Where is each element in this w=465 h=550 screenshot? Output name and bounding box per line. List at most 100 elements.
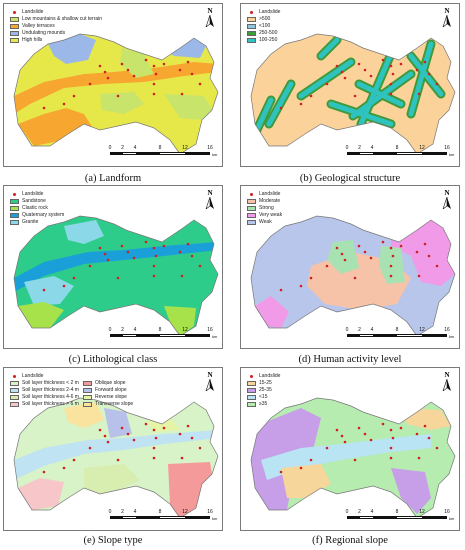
landslide-point	[72, 276, 76, 280]
landslide-point	[152, 82, 156, 86]
landslide-point	[415, 432, 419, 436]
landslide-point	[399, 244, 403, 248]
landslide-point	[132, 74, 136, 78]
landslide-marker-icon	[250, 11, 253, 14]
landslide-point	[198, 82, 202, 86]
map-legend: Landslide 15-25 25-35 <15 ≥35	[247, 373, 280, 408]
slope-type-map-panel: Landslide Soil layer thickness < 2 m Obl…	[3, 367, 223, 531]
landslide-point	[279, 288, 283, 292]
landslide-point	[369, 256, 373, 260]
legend-label: Moderate	[259, 198, 281, 204]
legend-label: Low mountains & shallow cut terrain	[22, 16, 103, 22]
landslide-point	[325, 264, 329, 268]
landslide-point	[391, 436, 395, 440]
landslide-point	[309, 94, 313, 98]
landform-map-panel: Landslide Low mountains & shallow cut te…	[3, 3, 223, 167]
landslide-point	[279, 470, 283, 474]
landslide-point	[299, 102, 303, 106]
landslide-point	[299, 466, 303, 470]
landslide-point	[116, 458, 120, 462]
landslide-point	[363, 68, 367, 72]
scale-bar: 0 2 4 8 12 16 km	[108, 509, 218, 521]
landslide-point	[180, 274, 184, 278]
landslide-point	[152, 274, 156, 278]
landslide-point	[335, 64, 339, 68]
legend-label: Soil layer thickness 2-4 m	[22, 387, 79, 393]
landslide-point	[62, 284, 66, 288]
landslide-point	[415, 68, 419, 72]
legend-swatch	[10, 38, 19, 43]
landslide-point	[325, 446, 329, 450]
landslide-point	[106, 76, 110, 80]
legend-swatch	[247, 388, 256, 393]
landslide-point	[72, 94, 76, 98]
landslide-point	[152, 446, 156, 450]
landslide-point	[427, 254, 431, 258]
landslide-point	[62, 466, 66, 470]
legend-swatch	[10, 213, 19, 218]
landslide-point	[381, 240, 385, 244]
landslide-point	[423, 242, 427, 246]
landslide-point	[389, 274, 393, 278]
legend-swatch	[82, 395, 92, 400]
landslide-point	[42, 288, 46, 292]
map-caption: (e) Slope type	[83, 535, 143, 546]
landslide-point	[335, 428, 339, 432]
landslide-point	[369, 74, 373, 78]
landslide-point	[116, 276, 120, 280]
map-legend: Landslide Moderate Strong Very weak Weak	[247, 191, 282, 226]
scale-bar: 0 2 4 8 12 16 km	[345, 327, 455, 339]
legend-swatch	[10, 31, 19, 36]
legend-swatch	[247, 213, 256, 218]
landslide-point	[309, 276, 313, 280]
legend-label-landslide: Landslide	[259, 9, 281, 15]
scale-bar: 0 2 4 8 12 16 km	[108, 145, 218, 157]
map-caption: (a) Landform	[84, 173, 142, 184]
landslide-point	[357, 244, 361, 248]
landslide-point	[186, 242, 190, 246]
landslide-point	[343, 440, 347, 444]
landslide-point	[180, 456, 184, 460]
landslide-point	[103, 434, 107, 438]
legend-label: Valley terraces	[22, 23, 55, 29]
landslide-point	[162, 426, 166, 430]
landslide-point	[335, 246, 339, 250]
landslide-marker-icon	[13, 11, 16, 14]
legend-label: Reverse slope	[94, 394, 127, 400]
landslide-point	[144, 422, 148, 426]
legend-label-landslide: Landslide	[22, 373, 44, 379]
landslide-point	[88, 82, 92, 86]
human-activity-map-panel: Landslide Moderate Strong Very weak Weak…	[240, 185, 460, 349]
legend-label: 250-500	[259, 30, 278, 36]
landslide-point	[88, 446, 92, 450]
north-arrow-icon: N	[442, 371, 452, 391]
landslide-point	[389, 428, 393, 432]
landslide-point	[120, 244, 124, 248]
landslide-point	[120, 426, 124, 430]
legend-swatch	[247, 199, 256, 204]
landslide-marker-icon	[13, 375, 16, 378]
legend-label: Soil layer thickness 4-6 m	[22, 394, 79, 400]
landslide-point	[389, 82, 393, 86]
landslide-point	[381, 422, 385, 426]
landslide-point	[325, 82, 329, 86]
legend-label: 100-250	[259, 37, 278, 43]
landslide-point	[198, 264, 202, 268]
scale-bar: 0 2 4 8 12 16 km	[108, 327, 218, 339]
landslide-point	[132, 438, 136, 442]
legend-label-landslide: Landslide	[259, 191, 281, 197]
landslide-point	[389, 264, 393, 268]
legend-label: 25-35	[259, 387, 272, 393]
landslide-point	[435, 264, 439, 268]
landform-map	[13, 33, 219, 155]
lithological-class-map-panel: Landslide Sandstone Clastic rock Quatern…	[3, 185, 223, 349]
landslide-point	[154, 254, 158, 258]
legend-swatch	[10, 395, 19, 400]
legend-swatch	[10, 381, 19, 386]
landslide-point	[391, 72, 395, 76]
regional-slope-map	[250, 397, 456, 519]
legend-label: Forward slope	[94, 387, 127, 393]
landslide-point	[399, 62, 403, 66]
legend-label: Granite	[22, 219, 39, 225]
